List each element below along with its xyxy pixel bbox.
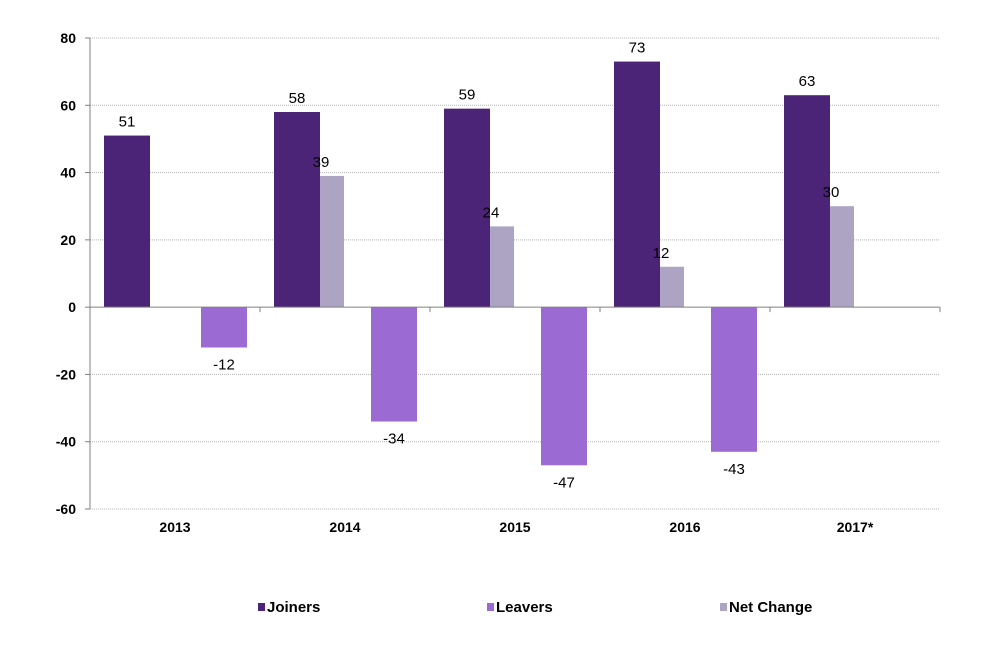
bar [371,307,417,422]
data-label: 24 [483,204,500,221]
x-tick-label: 2016 [669,519,700,535]
bar [104,135,150,308]
bars [104,61,854,466]
y-tick-label: 60 [60,97,76,113]
data-labels: 51 -12 39 58 -34 24 59 -47 12 73 -43 30 63 [119,40,840,492]
legend-label: Joiners [267,599,320,616]
y-tick-label: 20 [60,232,76,248]
y-tick-label: 80 [60,30,76,46]
data-label: -43 [723,461,745,478]
bar [274,112,320,308]
y-tick-label: -20 [56,366,76,382]
data-label: 63 [799,73,816,90]
legend-swatch [258,603,265,611]
data-label: -12 [213,357,235,374]
legend: Joiners Leavers Net Change [258,599,812,616]
x-tick-label: 2015 [499,519,530,535]
legend-label: Leavers [496,599,553,616]
data-label: 12 [653,245,670,262]
legend-swatch [720,603,727,611]
y-axis: 80 60 40 20 0 -20 -40 -60 [56,30,91,517]
bar [711,307,757,452]
data-label: 30 [823,184,840,201]
data-label: 59 [459,87,476,104]
data-label: 51 [119,114,136,131]
bar [541,307,587,466]
data-label: -34 [383,431,405,448]
data-label: 58 [289,90,306,107]
bar [614,61,660,308]
x-tick-label: 2013 [159,519,190,535]
x-tick-label: 2017* [837,519,874,535]
y-tick-label: 40 [60,165,76,181]
y-tick-label: -60 [56,501,76,517]
bar [201,307,247,348]
legend-label: Net Change [729,599,812,616]
legend-swatch [487,603,494,611]
data-label: -47 [553,474,575,491]
data-label: 73 [629,40,646,57]
data-label: 39 [313,154,330,171]
y-tick-label: -40 [56,434,76,450]
x-axis: 2013 2014 2015 2016 2017* [89,306,941,535]
bar [784,95,830,308]
y-tick-label: 0 [68,299,76,315]
x-tick-label: 2014 [329,519,360,535]
bar [444,108,490,308]
